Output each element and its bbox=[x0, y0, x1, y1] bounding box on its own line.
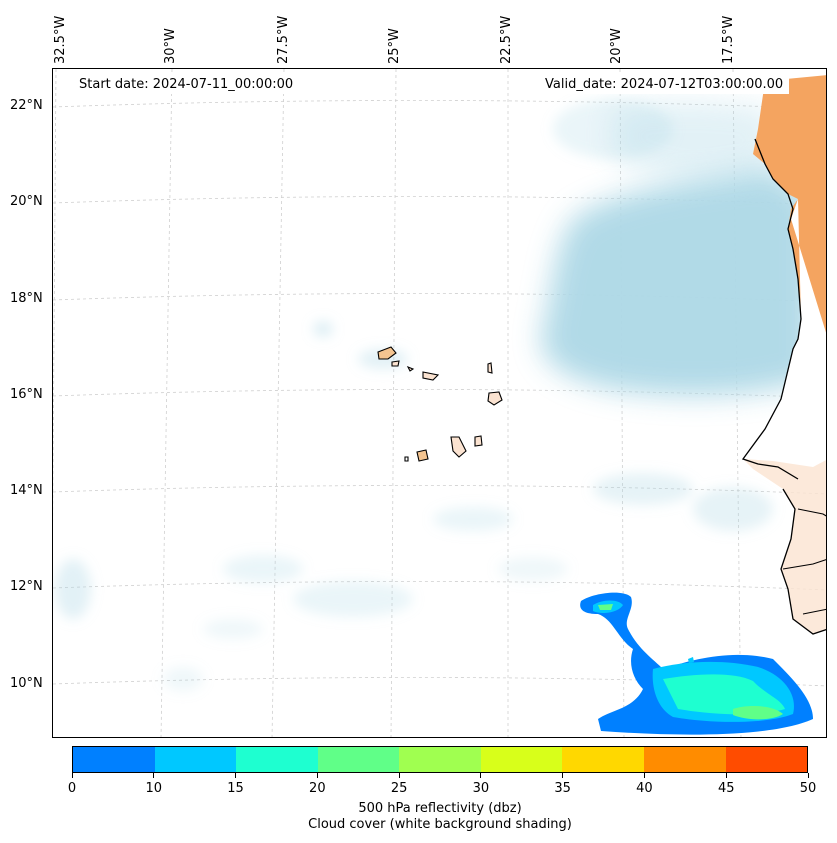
colorbar-segment-0 bbox=[73, 747, 155, 772]
landmass bbox=[741, 75, 826, 635]
map-plot-area bbox=[52, 68, 827, 738]
lat-label-12n: 12°N bbox=[10, 579, 43, 594]
lon-label-20w: 20°W bbox=[609, 28, 624, 64]
colorbar-tick-label: 30 bbox=[472, 781, 490, 796]
colorbar-tick-label: 20 bbox=[309, 781, 326, 796]
colorbar-tick-label: 40 bbox=[636, 781, 653, 796]
colorbar-caption: 500 hPa reflectivity (dbz) Cloud cover (… bbox=[72, 801, 808, 833]
lat-label-18n: 18°N bbox=[10, 291, 43, 306]
lat-label-20n: 20°N bbox=[10, 194, 43, 209]
colorbar-tick-label: 10 bbox=[145, 781, 163, 796]
reflectivity-cells bbox=[580, 592, 813, 735]
colorbar-caption-line2: Cloud cover (white background shading) bbox=[308, 817, 572, 832]
colorbar-tick-mark bbox=[643, 773, 645, 778]
colorbar-tick-mark bbox=[398, 773, 400, 778]
lat-label-14n: 14°N bbox=[10, 483, 43, 498]
colorbar-tick-label: 35 bbox=[554, 781, 571, 796]
colorbar-tick-mark bbox=[725, 773, 727, 778]
lon-label-27-5w: 27.5°W bbox=[276, 15, 291, 64]
lat-label-22n: 22°N bbox=[10, 98, 43, 113]
colorbar-tick-mark bbox=[153, 773, 155, 778]
cloud-cover-main bbox=[541, 101, 813, 396]
colorbar-tick-label: 50 bbox=[799, 781, 817, 796]
colorbar-segment-6 bbox=[562, 747, 644, 772]
colorbar-tick-label: 15 bbox=[227, 781, 244, 796]
colorbar-tick-mark bbox=[235, 773, 237, 778]
colorbar-segment-7 bbox=[643, 747, 726, 772]
colorbar-segment-5 bbox=[480, 747, 563, 772]
map-canvas bbox=[53, 69, 826, 737]
colorbar-tick-mark bbox=[71, 773, 73, 778]
colorbar-tick-mark bbox=[316, 773, 318, 778]
cape-verde-islands bbox=[377, 346, 503, 462]
colorbar-caption-line1: 500 hPa reflectivity (dbz) bbox=[358, 801, 522, 816]
lon-label-32-5w: 32.5°W bbox=[53, 15, 68, 64]
reflectivity-colorbar bbox=[72, 746, 808, 773]
valid-date-label: Valid_date: 2024-07-12T03:00:00.00 bbox=[539, 75, 790, 94]
colorbar-segment-2 bbox=[236, 747, 318, 772]
colorbar-segment-3 bbox=[317, 747, 400, 772]
lon-label-30w: 30°W bbox=[163, 28, 178, 64]
lon-label-25w: 25°W bbox=[387, 28, 402, 64]
colorbar-segment-4 bbox=[399, 747, 481, 772]
colorbar-segment-1 bbox=[154, 747, 237, 772]
colorbar-segment-8 bbox=[725, 747, 808, 772]
lon-label-17-5w: 17.5°W bbox=[721, 15, 736, 64]
colorbar-tick-mark bbox=[807, 773, 809, 778]
colorbar-tick-mark bbox=[480, 773, 482, 778]
colorbar-tick-label: 0 bbox=[67, 781, 77, 796]
start-date-label: Start date: 2024-07-11_00:00:00 bbox=[73, 75, 300, 94]
colorbar-tick-label: 45 bbox=[717, 781, 735, 796]
cloud-cover-faint bbox=[55, 99, 773, 691]
lat-label-10n: 10°N bbox=[10, 676, 43, 691]
colorbar-tick-mark bbox=[562, 773, 564, 778]
colorbar-tick-label: 25 bbox=[390, 781, 408, 796]
lat-label-16n: 16°N bbox=[10, 387, 43, 402]
lon-label-22-5w: 22.5°W bbox=[499, 15, 514, 64]
